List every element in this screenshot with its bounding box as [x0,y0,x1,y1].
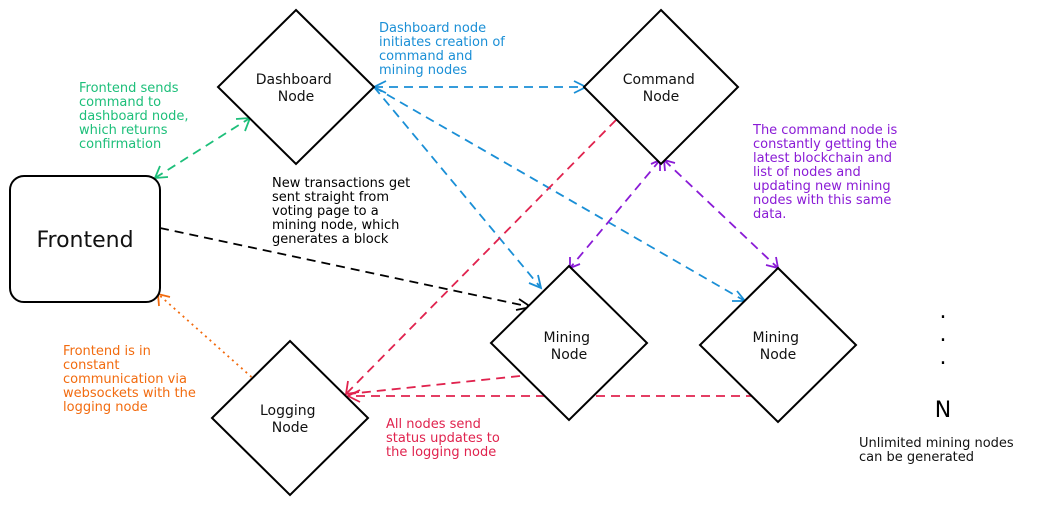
arrowhead-to-frontend-orange [156,292,171,307]
ellipsis-dot-2: . [940,322,947,347]
annotation-frontend-dashboard: Frontend sends command to dashboard node… [79,81,193,152]
logging-label: Logging Node [260,403,320,436]
mining-node-1 [489,264,649,422]
edge-frontend-dashboard [154,117,251,179]
frontend-label: Frontend [36,228,133,253]
more-nodes-indicator: . . . N [935,299,951,423]
annotation-transactions: New transactions get sent straight from … [272,176,414,247]
edge-command-logging [345,119,617,395]
edge-frontend-mining1 [159,227,532,308]
annotation-dashboard-creation: Dashboard node initiates creation of com… [379,21,509,78]
edge-mining1-logging [347,375,521,395]
annotation-status-updates: All nodes send status updates to the log… [386,417,504,460]
arrowhead-to-mining1-blue [528,274,543,290]
edge-command-mining1 [569,159,661,269]
n-label: N [935,398,951,423]
ellipsis-dot-1: . [940,299,947,324]
frontend-node [9,175,161,303]
mining-node-2 [698,266,858,424]
ellipsis-dot-3: . [940,345,947,370]
logging-node [210,339,370,497]
annotation-unlimited: Unlimited mining nodes can be generated [859,436,1018,465]
command-node [582,8,740,166]
arrowhead-to-logging-b [345,389,361,403]
edge-dashboard-mining2 [373,86,746,302]
annotation-logging-frontend: Frontend is in constant communication vi… [63,344,200,415]
edge-command-mining2 [663,159,779,269]
command-label: Command Node [623,72,699,105]
dashboard-node [216,8,376,166]
edge-logging-frontend [157,293,257,382]
mining-node-2-label: Mining Node [753,330,804,363]
annotation-command-node: The command node is constantly getting t… [752,123,901,222]
dashboard-label: Dashboard Node [256,72,336,105]
edge-dashboard-mining1 [373,86,542,289]
mining-node-1-label: Mining Node [544,330,595,363]
arrowhead-to-mining2-blue [732,290,747,302]
